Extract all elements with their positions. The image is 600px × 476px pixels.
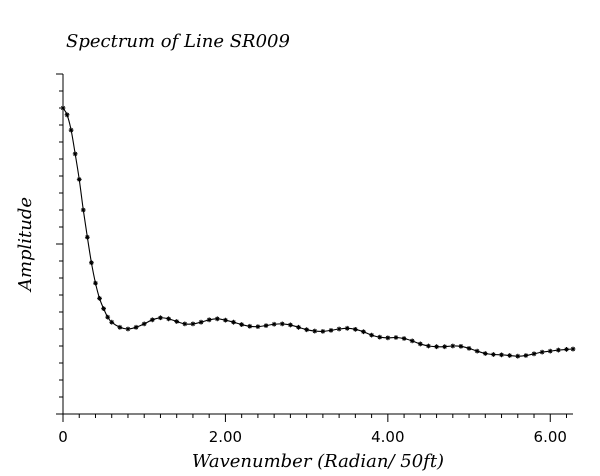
data-point-marker xyxy=(474,348,480,354)
data-point-marker xyxy=(263,323,269,328)
data-point-marker xyxy=(328,327,334,333)
data-point-marker xyxy=(64,112,70,118)
x-tick-label: 6.00 xyxy=(534,428,567,446)
data-point-marker xyxy=(385,335,391,341)
data-point-marker xyxy=(450,343,456,349)
data-point-marker xyxy=(271,321,277,327)
data-point-marker xyxy=(149,317,155,323)
data-point-marker xyxy=(304,327,310,333)
data-point-marker xyxy=(190,321,196,327)
data-point-marker xyxy=(93,280,98,286)
y-axis-label: Amplitude xyxy=(15,197,36,293)
data-point-marker xyxy=(320,328,326,334)
data-point-marker xyxy=(539,349,545,355)
series-line xyxy=(62,107,574,357)
data-point-marker xyxy=(255,324,261,330)
y-axis xyxy=(56,73,64,415)
x-tick-label: 2.00 xyxy=(209,428,242,446)
data-point-marker xyxy=(409,338,415,344)
data-point-marker xyxy=(206,317,212,323)
data-point-marker xyxy=(570,346,576,352)
data-point-marker xyxy=(198,319,204,325)
data-point-marker xyxy=(515,353,521,359)
data-point-marker xyxy=(105,314,111,320)
data-point-marker xyxy=(523,353,529,358)
data-point-marker xyxy=(401,336,407,341)
data-point-marker xyxy=(369,332,374,338)
chart-title: Spectrum of Line SR009 xyxy=(66,31,290,52)
data-point-marker xyxy=(555,347,561,353)
data-point-marker xyxy=(89,260,94,266)
data-point-marker xyxy=(247,323,253,329)
data-point-marker xyxy=(491,352,496,357)
data-point-marker xyxy=(336,326,342,332)
data-point-marker xyxy=(352,326,358,332)
data-point-marker xyxy=(231,319,236,325)
data-point-marker xyxy=(101,306,107,311)
data-point-marker xyxy=(507,353,513,358)
data-point-marker xyxy=(214,316,220,322)
data-point-marker xyxy=(141,321,147,327)
data-point-marker xyxy=(223,317,228,323)
x-axis xyxy=(62,413,573,422)
data-point-marker xyxy=(466,345,472,351)
data-point-marker xyxy=(166,316,171,322)
data-point-marker xyxy=(393,335,399,340)
data-point-marker xyxy=(97,296,102,301)
data-point-marker xyxy=(68,127,74,133)
data-point-marker xyxy=(174,319,180,324)
x-tick-label: 4.00 xyxy=(371,428,404,446)
data-point-marker xyxy=(76,177,82,182)
data-point-marker xyxy=(312,328,318,334)
data-point-marker xyxy=(417,341,423,347)
x-tick-label: 0 xyxy=(58,428,68,446)
data-point-marker xyxy=(84,234,90,240)
data-point-marker xyxy=(564,347,569,352)
data-point-marker xyxy=(434,344,439,350)
data-point-marker xyxy=(158,315,163,321)
data-point-marker xyxy=(109,319,115,325)
data-point-marker xyxy=(458,343,464,349)
data-point-marker xyxy=(499,352,504,358)
series-group xyxy=(60,105,576,359)
data-point-marker xyxy=(296,324,301,330)
data-point-marker xyxy=(125,326,131,332)
data-point-marker xyxy=(361,329,366,335)
data-point-marker xyxy=(80,207,86,213)
data-point-marker xyxy=(426,343,431,349)
data-point-marker xyxy=(344,325,350,331)
data-point-marker xyxy=(287,322,293,328)
data-point-marker xyxy=(239,322,245,327)
data-point-marker xyxy=(182,321,188,327)
data-point-marker xyxy=(133,324,139,330)
data-point-marker xyxy=(117,324,123,330)
data-point-marker xyxy=(547,348,553,354)
data-point-marker xyxy=(72,151,78,157)
data-point-marker xyxy=(531,351,537,357)
data-point-marker xyxy=(442,344,448,350)
data-point-marker xyxy=(377,334,383,340)
data-point-marker xyxy=(482,351,488,356)
x-axis-label: Wavenumber (Radian/ 50ft) xyxy=(192,451,444,472)
data-point-marker xyxy=(60,105,66,111)
x-tick-labels: 0 2.00 4.00 6.00 xyxy=(58,428,567,446)
data-point-marker xyxy=(279,321,285,327)
